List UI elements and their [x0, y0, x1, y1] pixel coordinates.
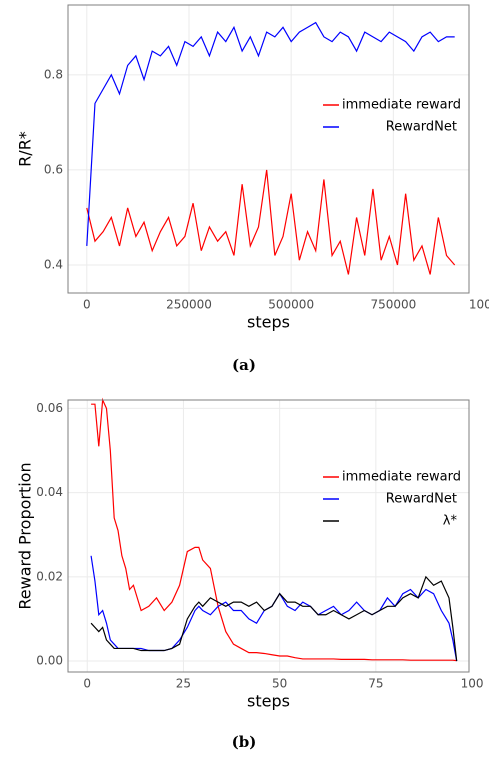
- panel-border: [67, 399, 470, 673]
- legend-label: RewardNet: [386, 120, 457, 135]
- y-tick-label: 0.8: [44, 67, 63, 81]
- x-tick-label: 25: [176, 677, 191, 691]
- x-tick-label: 100: [461, 677, 484, 691]
- x-axis-title: steps: [247, 692, 290, 711]
- y-tick-label: 0.02: [36, 569, 63, 583]
- x-tick-label: 0: [83, 677, 91, 691]
- y-tick-label: 0.04: [36, 485, 63, 499]
- x-tick-label: 1000000: [469, 298, 489, 312]
- panel-border: [67, 4, 470, 294]
- y-tick-label: 0.6: [44, 162, 63, 176]
- caption: (b): [232, 733, 257, 751]
- y-axis-title: R/R*: [16, 131, 35, 167]
- series-line: [90, 575, 458, 662]
- x-tick-label: 75: [368, 677, 383, 691]
- x-tick-label: 250000: [166, 298, 212, 312]
- x-tick-label: 750000: [370, 298, 416, 312]
- x-tick-label: 500000: [268, 298, 314, 312]
- series-line: [86, 21, 455, 246]
- x-axis-title: steps: [247, 313, 290, 332]
- plot-background: [68, 400, 469, 672]
- x-tick-label: 50: [272, 677, 287, 691]
- legend-label: immediate reward: [342, 98, 461, 113]
- y-tick-label: 0.06: [36, 401, 63, 415]
- plot-background: [68, 5, 469, 293]
- legend-label: RewardNet: [386, 492, 457, 507]
- caption: (a): [232, 356, 256, 374]
- y-axis-title: Reward Proportion: [16, 462, 35, 609]
- legend-label: immediate reward: [342, 470, 461, 485]
- y-tick-label: 0.4: [44, 257, 63, 271]
- y-tick-label: 0.00: [36, 654, 63, 668]
- series-line: [86, 169, 456, 275]
- legend-label: λ*: [443, 514, 458, 529]
- x-tick-label: 0: [83, 298, 91, 312]
- series-line: [91, 397, 457, 662]
